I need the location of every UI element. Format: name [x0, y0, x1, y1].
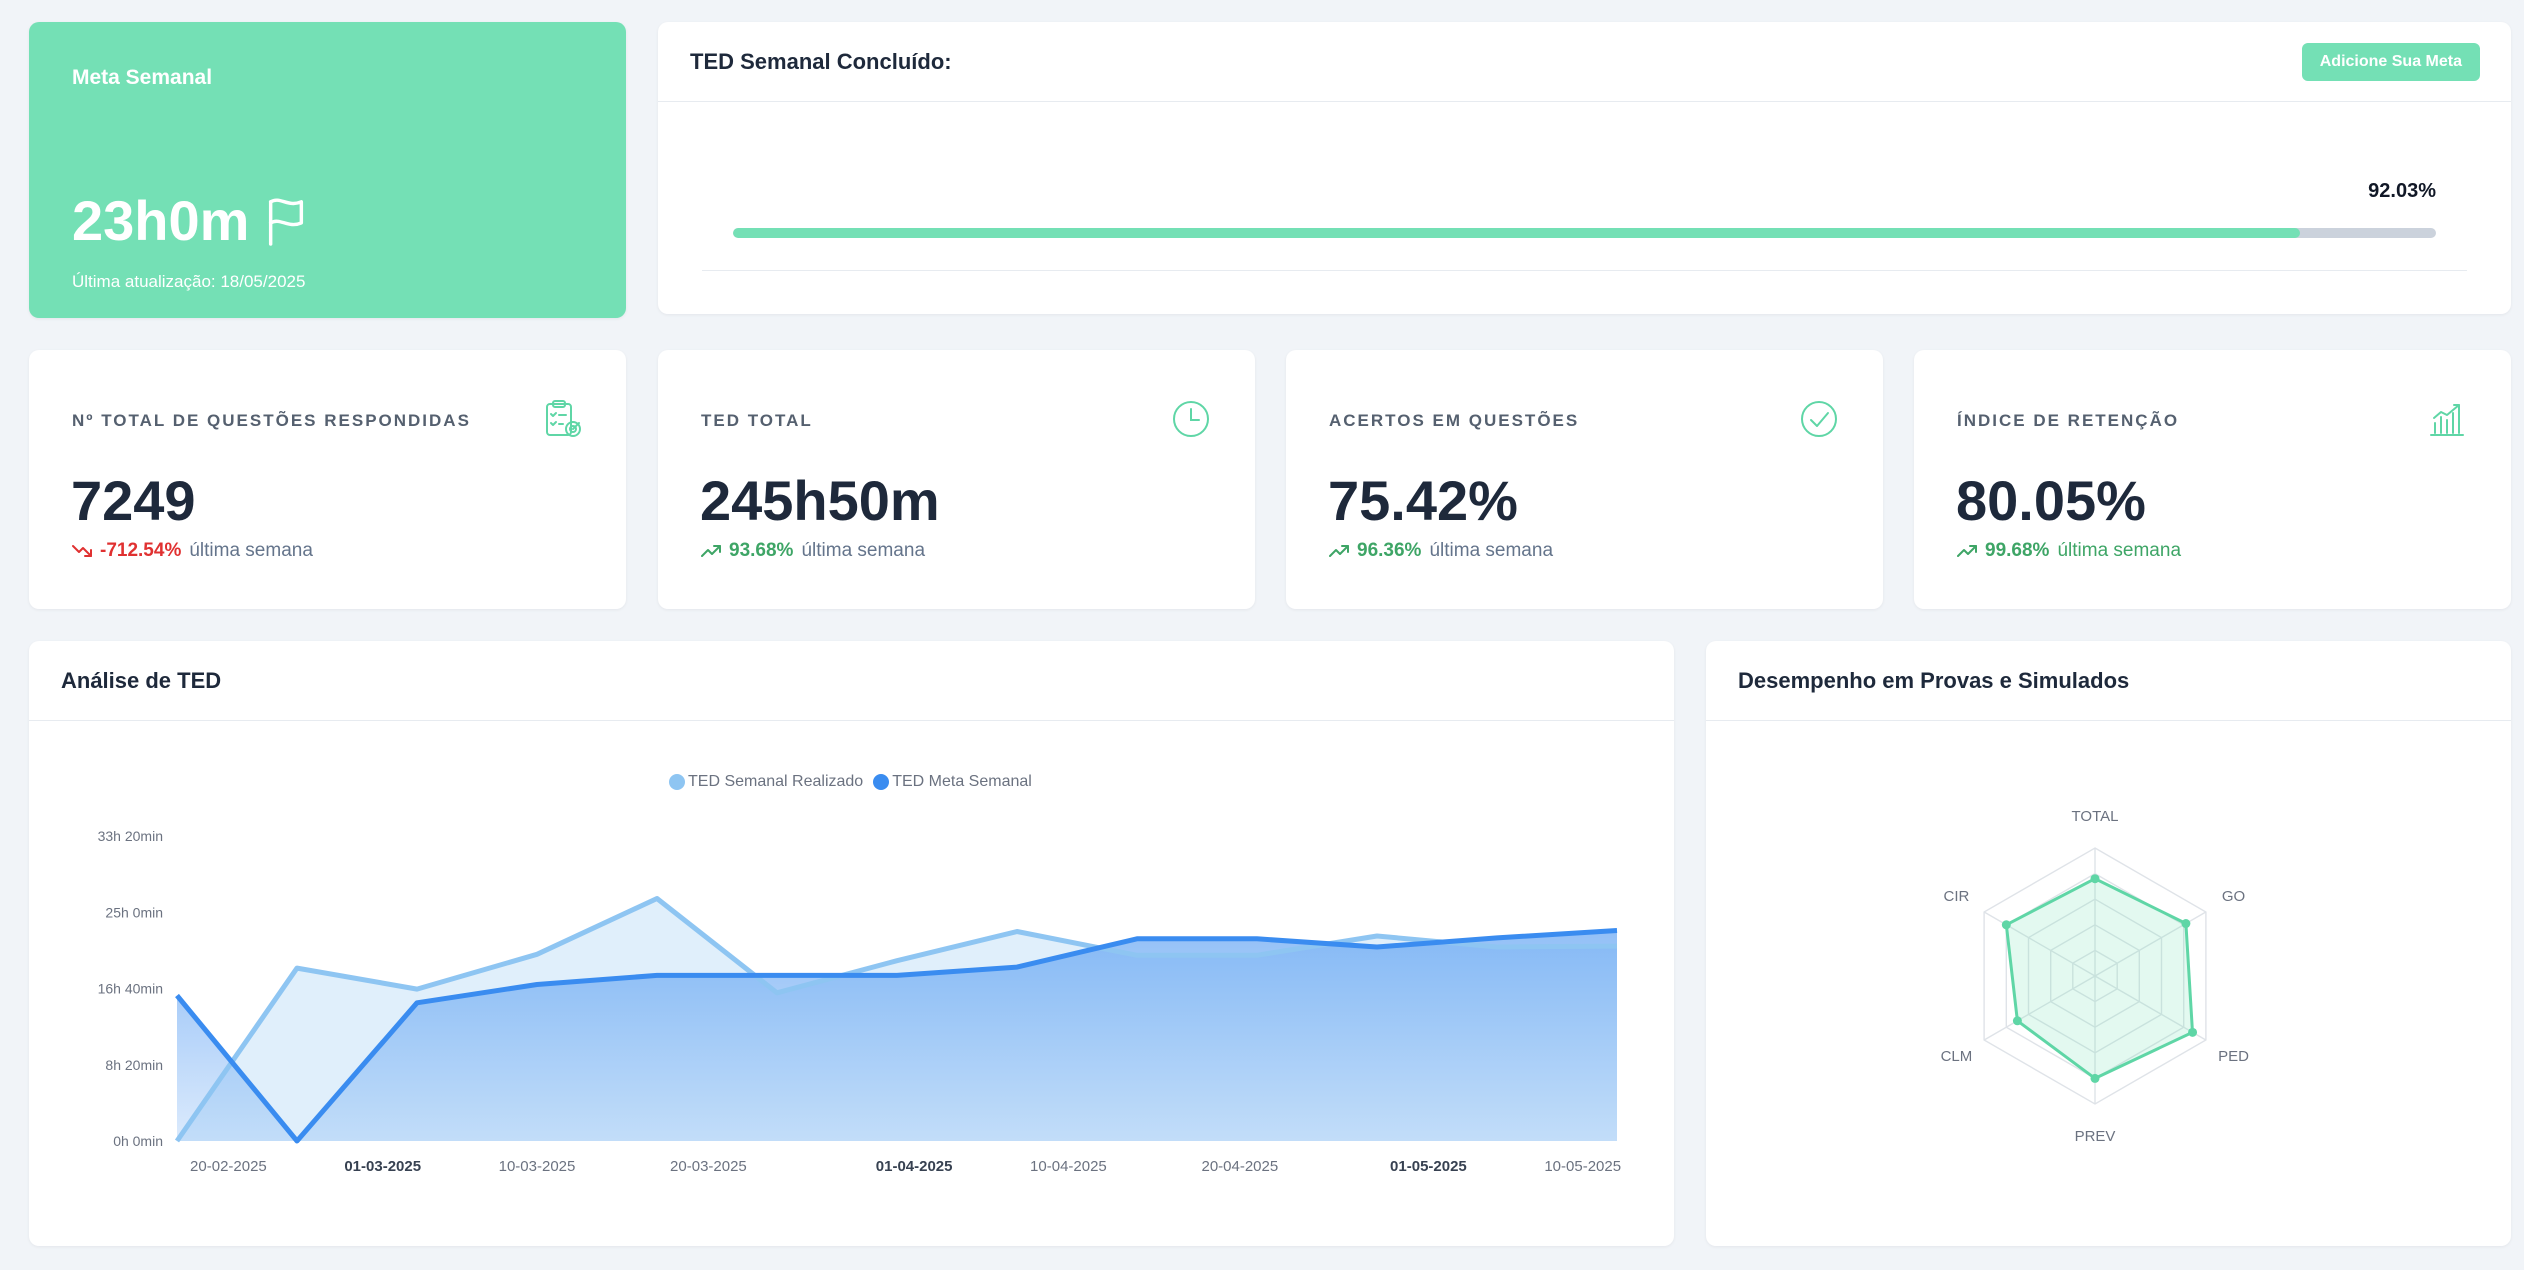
- performance-radar-chart: TOTAL GO PED PREV CLM CIR: [1941, 808, 2250, 1145]
- radar-point[interactable]: [2001, 920, 2011, 930]
- radar-series: [2004, 877, 2195, 1081]
- stat-value: 7249: [71, 469, 196, 532]
- stat-label: ACERTOS EM QUESTÕES: [1329, 411, 1580, 430]
- trend-up-icon: [1957, 545, 1977, 557]
- add-goal-button[interactable]: Adicione Sua Meta: [2301, 42, 2480, 81]
- weekly-goal-value-row: 23h0m: [72, 188, 309, 253]
- stat-trend: 99.68% última semana: [1957, 540, 2181, 562]
- stat-trend-caption: última semana: [2057, 540, 2182, 561]
- clipboard-target-icon: [546, 400, 581, 437]
- weekly-progress-card: TED Semanal Concluído: Adicione Sua Meta…: [658, 22, 2511, 314]
- radar-axis-label: CIR: [1944, 888, 1970, 905]
- weekly-goal-title: Meta Semanal: [72, 66, 213, 89]
- legend-swatch: [669, 774, 685, 790]
- stat-card-accuracy: ACERTOS EM QUESTÕES 75.42% 96.36% última…: [1286, 350, 1883, 609]
- stat-label: ÍNDICE DE RETENÇÃO: [1957, 411, 2180, 430]
- ted-analysis-card: Análise de TED TED Semanal Realizado TED…: [29, 641, 1674, 1246]
- legend-label: TED Meta Semanal: [892, 773, 1032, 790]
- trend-down-icon: [72, 545, 92, 557]
- weekly-goal-card: Meta Semanal 23h0m Última atualização: 1…: [29, 22, 626, 318]
- bar-chart-icon: [2430, 404, 2464, 436]
- y-tick-label: 16h 40min: [98, 981, 163, 997]
- stat-card-questions: Nº TOTAL DE QUESTÕES RESPONDIDAS 7249 -7…: [29, 350, 626, 609]
- stat-trend-value: -712.54%: [100, 540, 182, 561]
- progress-bar-fill: [733, 228, 2301, 238]
- radar-axis-label: TOTAL: [2072, 808, 2119, 825]
- radar-point[interactable]: [2181, 919, 2191, 929]
- performance-title: Desempenho em Provas e Simulados: [1706, 641, 2511, 721]
- x-tick-label: 20-02-2025: [190, 1158, 267, 1175]
- y-tick-label: 8h 20min: [105, 1057, 163, 1073]
- series-line-meta[interactable]: [175, 928, 1618, 1144]
- y-tick-label: 33h 20min: [98, 828, 163, 844]
- y-tick-label: 0h 0min: [113, 1133, 163, 1149]
- series-line-realizado[interactable]: [174, 896, 1618, 1143]
- progress-bar: [733, 228, 2436, 238]
- stat-trend-value: 96.36%: [1357, 540, 1422, 561]
- stat-value: 75.42%: [1328, 469, 1518, 532]
- weekly-progress-title: TED Semanal Concluído:: [690, 48, 952, 74]
- radar-axis-label: PREV: [2075, 1128, 2116, 1145]
- stat-trend-value: 99.68%: [1985, 540, 2050, 561]
- progress-percent-label: 92.03%: [2368, 180, 2436, 202]
- legend-label: TED Semanal Realizado: [688, 773, 864, 790]
- legend-swatch: [873, 774, 890, 790]
- flag-icon: [269, 197, 304, 246]
- radar-axis-label: PED: [2218, 1048, 2249, 1065]
- x-tick-label: 01-04-2025: [876, 1158, 953, 1175]
- ted-analysis-title: Análise de TED: [29, 641, 1674, 721]
- series-area-meta: [177, 930, 1617, 1141]
- legend-item-realizado[interactable]: TED Semanal Realizado: [669, 773, 863, 791]
- x-tick-label: 20-03-2025: [670, 1158, 747, 1175]
- legend-item-meta[interactable]: TED Meta Semanal: [873, 773, 1032, 791]
- radar-spoke: [2094, 975, 2207, 1041]
- radar-point[interactable]: [2090, 874, 2100, 884]
- x-tick-label: 20-04-2025: [1201, 1158, 1278, 1175]
- stat-label: Nº TOTAL DE QUESTÕES RESPONDIDAS: [72, 411, 471, 430]
- x-tick-label: 10-04-2025: [1030, 1158, 1107, 1175]
- radar-axis-label: GO: [2222, 888, 2245, 905]
- weekly-goal-value: 23h0m: [72, 189, 250, 252]
- radar-point[interactable]: [2012, 1016, 2022, 1026]
- stat-card-retention: ÍNDICE DE RETENÇÃO 80.05% 99.68% última …: [1914, 350, 2511, 609]
- x-tick-label: 10-03-2025: [499, 1158, 576, 1175]
- x-tick-label: 10-05-2025: [1544, 1158, 1621, 1175]
- x-tick-label: 01-03-2025: [344, 1158, 421, 1175]
- chart-legend: TED Semanal Realizado TED Meta Semanal: [669, 773, 1032, 791]
- x-tick-label: 01-05-2025: [1390, 1158, 1467, 1175]
- stat-label: TED TOTAL: [701, 411, 813, 430]
- stat-trend: 96.36% última semana: [1329, 540, 1553, 562]
- y-tick-label: 25h 0min: [105, 904, 163, 920]
- stat-value: 80.05%: [1956, 469, 2146, 532]
- stat-trend: 93.68% última semana: [701, 540, 925, 562]
- clock-icon: [1173, 401, 1209, 437]
- radar-point[interactable]: [2090, 1073, 2100, 1083]
- stat-trend-caption: última semana: [189, 540, 313, 561]
- trend-up-icon: [701, 545, 721, 557]
- trend-up-icon: [1329, 545, 1349, 557]
- radar-spoke: [1983, 975, 2096, 1041]
- stat-trend: -712.54% última semana: [72, 540, 313, 562]
- stat-trend-value: 93.68%: [729, 540, 794, 561]
- weekly-goal-updated: Última atualização: 18/05/2025: [72, 272, 306, 291]
- divider: [702, 270, 2467, 271]
- weekly-progress-header: TED Semanal Concluído: Adicione Sua Meta: [658, 22, 2511, 102]
- performance-card: Desempenho em Provas e Simulados TOTAL GO…: [1706, 641, 2511, 1246]
- ted-area-chart: 0h 0min 8h 20min 16h 40min 25h 0min 33h 20mi…: [98, 828, 1621, 1175]
- radar-axis-label: CLM: [1941, 1048, 1973, 1065]
- stat-trend-caption: última semana: [801, 540, 926, 561]
- stat-card-ted-total: TED TOTAL 245h50m 93.68% última semana: [658, 350, 1255, 609]
- check-circle-icon: [1801, 401, 1837, 437]
- radar-point[interactable]: [2188, 1027, 2198, 1037]
- stat-trend-caption: última semana: [1429, 540, 1554, 561]
- stat-value: 245h50m: [700, 469, 940, 532]
